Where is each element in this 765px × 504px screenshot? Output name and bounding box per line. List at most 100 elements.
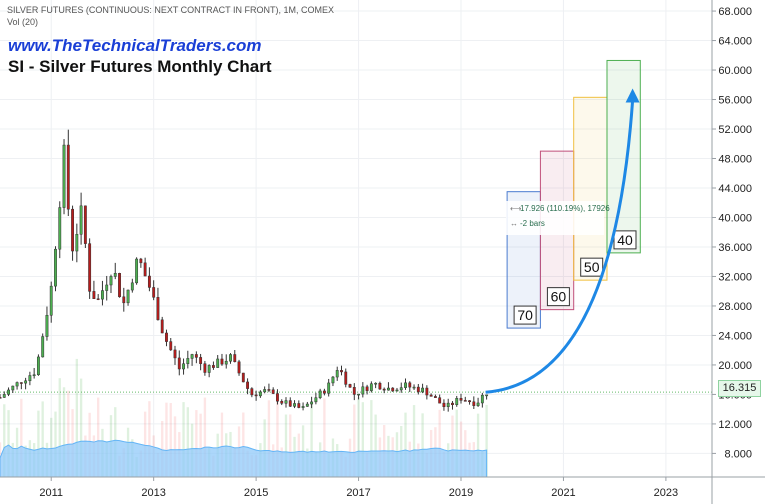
volume-bar <box>58 378 61 477</box>
website-watermark: www.TheTechnicalTraders.com <box>8 36 262 55</box>
candle-body <box>113 273 117 277</box>
candle-body <box>263 389 267 393</box>
projection-box-50 <box>573 96 608 281</box>
chart-title: SI - Silver Futures Monthly Chart <box>8 57 272 76</box>
projection-arrow[interactable] <box>485 88 640 394</box>
candle-body <box>169 341 173 351</box>
volume-bar <box>199 413 202 477</box>
price-tick-label: 64.000 <box>718 36 752 48</box>
volume-bar <box>289 414 292 477</box>
candlestick-series <box>0 129 489 412</box>
volume-bar <box>374 414 377 477</box>
candle-body <box>109 276 113 286</box>
candle-body <box>216 358 220 368</box>
candle-body <box>280 400 284 404</box>
volume-bar <box>485 404 488 477</box>
candle-body <box>425 387 429 396</box>
candle-body <box>387 387 390 391</box>
price-axis[interactable]: 8.00012.00016.00020.00024.00028.00032.00… <box>711 0 752 504</box>
candle-body <box>276 393 279 402</box>
volume-bar <box>79 378 83 477</box>
candle-body <box>237 361 241 374</box>
volume-bar <box>37 410 40 477</box>
volume-indicator-label[interactable]: Vol (20) <box>7 17 39 27</box>
candle-body <box>344 371 348 385</box>
measure-tool-label[interactable]: ⟷17.926 (110.19%), 17926 ↔ -2 bars <box>506 201 610 235</box>
projection-box-label: 50 <box>584 259 600 275</box>
candle-body <box>194 354 198 358</box>
candle-body <box>382 388 386 391</box>
candle-body <box>62 144 66 208</box>
volume-bar <box>353 404 356 477</box>
candle-body <box>472 401 476 406</box>
price-tick-label: 12.000 <box>718 419 752 431</box>
price-tick-label: 36.000 <box>718 242 752 254</box>
volume-bar <box>20 398 23 477</box>
measure-bars: -2 bars <box>520 219 545 228</box>
volume-bar <box>421 413 424 477</box>
candle-body <box>322 390 326 394</box>
candle-body <box>126 289 130 304</box>
candle-body <box>79 205 83 235</box>
price-range-icon: ⟷ <box>510 204 522 213</box>
time-tick-label: 2017 <box>346 487 370 499</box>
candle-body <box>408 382 412 388</box>
candle-body <box>139 258 143 264</box>
candle-body <box>250 388 254 396</box>
candle-body <box>49 285 53 316</box>
price-tick-label: 68.000 <box>718 6 752 18</box>
candle-body <box>297 403 301 408</box>
candle-body <box>19 382 23 384</box>
candle-body <box>310 401 314 405</box>
volume-bar <box>357 397 360 477</box>
candle-body <box>58 207 62 250</box>
candle-body <box>305 403 309 407</box>
candle-body <box>160 319 164 334</box>
volume-bar <box>161 420 164 477</box>
price-tick-label: 56.000 <box>718 95 752 107</box>
volume-bar <box>476 413 480 477</box>
candle-body <box>438 397 442 404</box>
candle-body <box>267 389 271 391</box>
volume-bar <box>370 400 373 477</box>
plot-background <box>0 0 712 477</box>
volume-bar <box>169 403 172 477</box>
candle-body <box>258 391 262 397</box>
candle-body <box>71 208 74 252</box>
candle-body <box>156 297 160 321</box>
time-axis[interactable]: 2011 2013 2015 2017 2019 2021 2023 <box>0 476 765 499</box>
candle-body <box>101 290 104 300</box>
candle-body <box>416 386 420 393</box>
volume-bar <box>220 412 224 477</box>
candle-body <box>476 402 480 406</box>
candle-body <box>122 296 126 304</box>
volume-bar <box>203 397 207 477</box>
volume-bar <box>455 409 458 477</box>
candle-body <box>331 376 335 384</box>
candle-body <box>463 400 467 402</box>
candle-body <box>199 357 203 364</box>
projection-label-box <box>580 257 604 277</box>
candle-body <box>254 394 258 397</box>
volume-average <box>0 439 488 478</box>
candle-body <box>143 262 147 277</box>
price-tick-label: 20.000 <box>718 360 752 372</box>
candle-body <box>207 365 211 373</box>
volume-bar <box>404 412 407 477</box>
candle-body <box>118 273 121 298</box>
candle-body <box>15 382 19 387</box>
candle-body <box>83 205 87 244</box>
candle-body <box>378 382 382 390</box>
volume-bar <box>54 411 57 477</box>
volume-bar <box>412 405 416 477</box>
volume-bar <box>75 358 79 477</box>
time-tick-label: 2013 <box>141 487 165 499</box>
candle-body <box>75 234 79 252</box>
candle-body <box>404 382 407 388</box>
projection-box-label: 60 <box>551 289 567 305</box>
candle-body <box>28 375 32 382</box>
candle-body <box>11 385 15 391</box>
candle-body <box>480 394 484 404</box>
candle-body <box>288 400 292 407</box>
candle-body <box>7 389 10 395</box>
